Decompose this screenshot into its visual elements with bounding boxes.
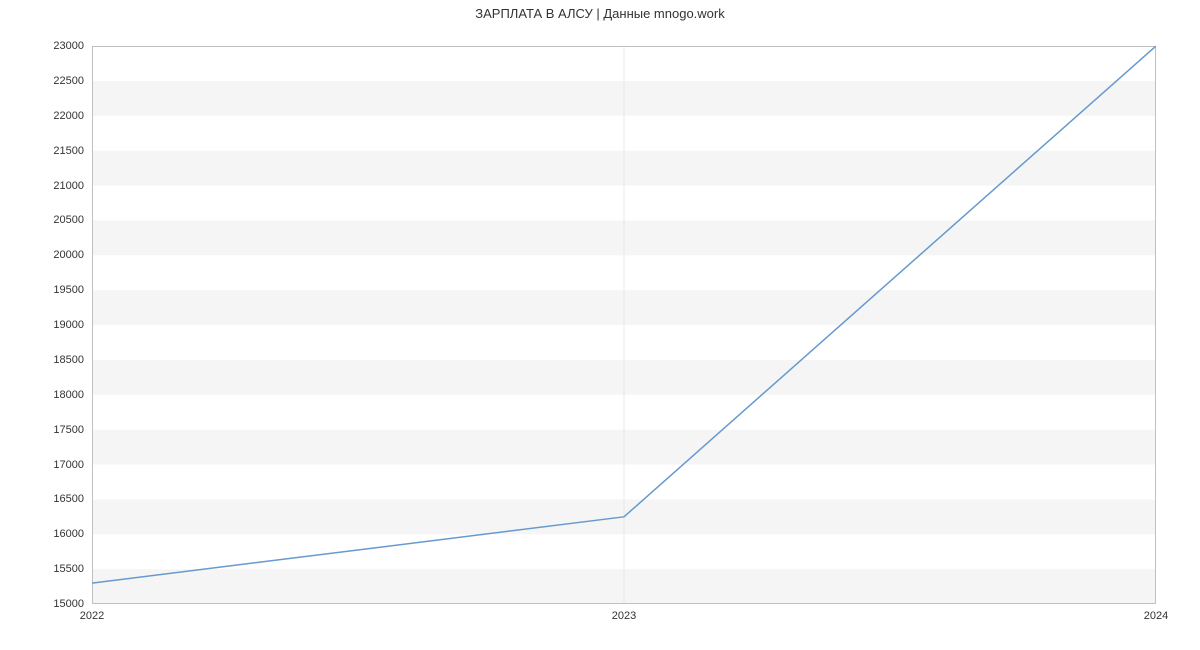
x-tick-label: 2023: [612, 610, 636, 622]
chart-title: ЗАРПЛАТА В АЛСУ | Данные mnogo.work: [0, 6, 1200, 21]
y-tick-label: 20000: [44, 249, 84, 261]
x-tick-label: 2022: [80, 610, 104, 622]
y-tick-label: 21500: [44, 145, 84, 157]
y-tick-label: 21000: [44, 180, 84, 192]
y-tick-label: 20500: [44, 214, 84, 226]
y-tick-label: 23000: [44, 40, 84, 52]
y-tick-label: 19000: [44, 319, 84, 331]
y-tick-label: 17000: [44, 459, 84, 471]
y-tick-label: 19500: [44, 284, 84, 296]
y-tick-label: 15000: [44, 598, 84, 610]
y-tick-label: 22500: [44, 75, 84, 87]
y-tick-label: 22000: [44, 110, 84, 122]
y-tick-label: 15500: [44, 563, 84, 575]
x-tick-label: 2024: [1144, 610, 1168, 622]
y-tick-label: 17500: [44, 424, 84, 436]
y-tick-label: 16500: [44, 493, 84, 505]
chart-container: ЗАРПЛАТА В АЛСУ | Данные mnogo.work 1500…: [0, 0, 1200, 650]
y-tick-label: 18500: [44, 354, 84, 366]
plot-area: [92, 46, 1156, 604]
y-tick-label: 16000: [44, 528, 84, 540]
y-tick-label: 18000: [44, 389, 84, 401]
